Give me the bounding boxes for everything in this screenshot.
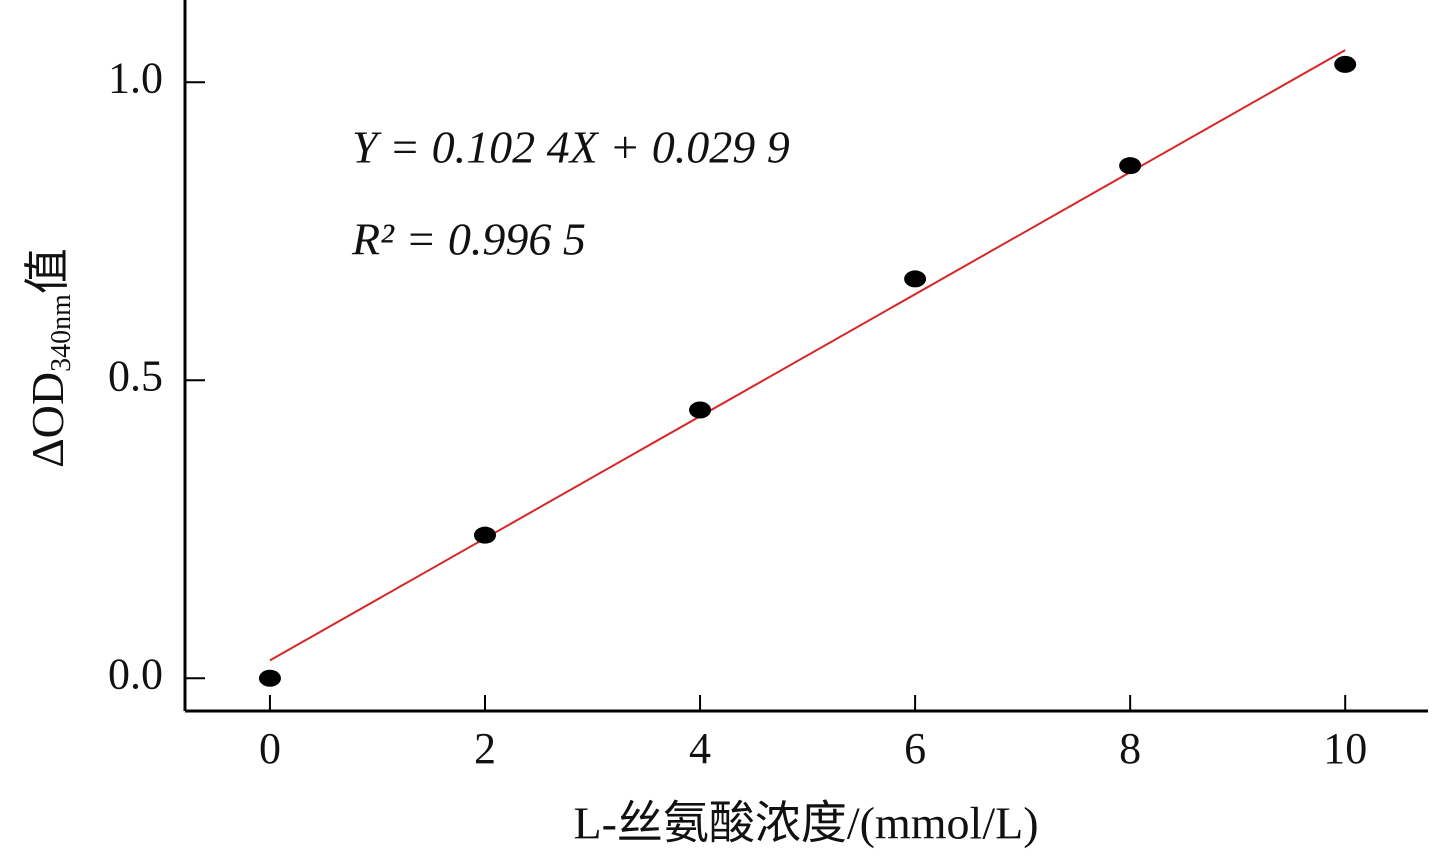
x-tick-label: 8 <box>1119 724 1141 773</box>
point <box>258 669 281 687</box>
y-tick-label: 1.0 <box>108 53 163 102</box>
y-label-main: ΔOD <box>22 372 73 468</box>
x-tick-label: 2 <box>474 724 496 773</box>
y-label-sub: 340nm <box>46 294 77 372</box>
point <box>904 270 927 288</box>
point <box>1334 55 1357 73</box>
y-label-suffix: 值 <box>22 248 73 294</box>
point <box>689 401 712 419</box>
x-tick-label: 10 <box>1323 724 1367 773</box>
fit-line <box>269 49 1346 662</box>
y-axis-label: ΔOD340nm值 <box>22 248 78 468</box>
y-tick-label: 0.0 <box>108 649 163 698</box>
equation: Y = 0.102 4X + 0.029 9 <box>352 122 790 173</box>
x-tick-label: 6 <box>904 724 926 773</box>
x-tick-label: 4 <box>689 724 711 773</box>
x-tick-label: 0 <box>259 724 281 773</box>
point <box>473 526 496 544</box>
x-axis-label: L-丝氨酸浓度/(mmol/L) <box>573 798 1038 849</box>
point <box>1119 157 1142 175</box>
r-squared: R² = 0.996 5 <box>351 214 586 265</box>
y-tick-label: 0.5 <box>108 351 163 400</box>
